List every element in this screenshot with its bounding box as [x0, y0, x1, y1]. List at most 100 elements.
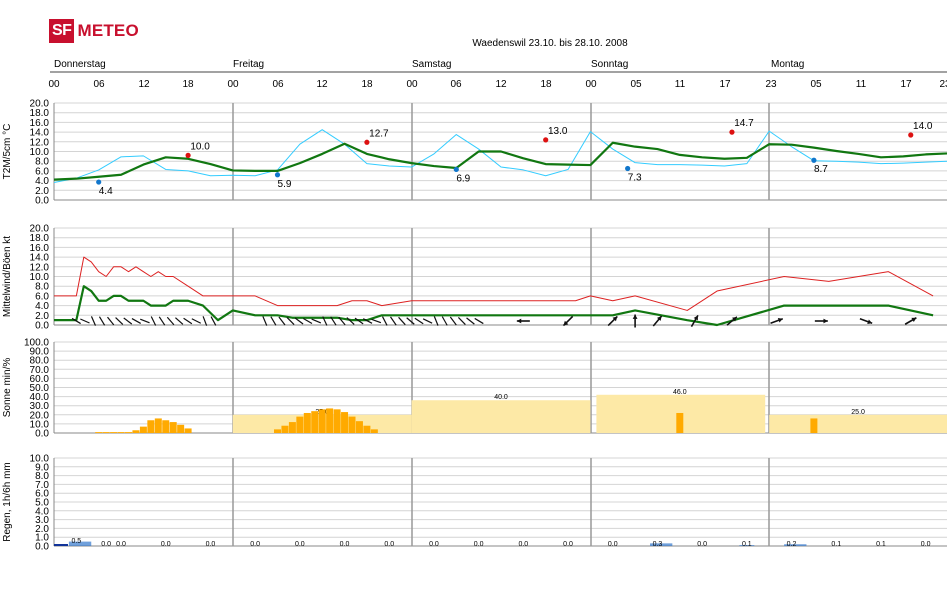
rain-value-label: 0.0	[161, 541, 171, 548]
wind-direction-mark	[166, 316, 175, 326]
hour-tick-label: 18	[540, 79, 552, 90]
hourly-sunshine-bar	[162, 420, 170, 433]
hourly-sunshine-bar	[333, 409, 341, 433]
wind-direction-mark	[414, 317, 424, 325]
y-tick-label: 12.0	[30, 262, 50, 273]
hourly-sunshine-bar	[318, 409, 326, 433]
chart-title: Waedenswil 23.10. bis 28.10. 2008	[472, 38, 628, 49]
y-tick-label: 10.0	[30, 272, 50, 283]
hourly-sunshine-bar	[139, 426, 147, 433]
min-temp-label: 4.4	[99, 186, 113, 197]
y-tick-label: 2.0	[35, 311, 49, 322]
wind-direction-mark	[433, 316, 439, 326]
wind-direction-mark	[262, 316, 268, 326]
rain-value-label: 0.0	[206, 541, 216, 548]
y-tick-label: 20.0	[30, 224, 50, 235]
hour-tick-label: 17	[719, 79, 731, 90]
y-tick-label: 14.0	[30, 128, 50, 139]
hourly-sunshine-bar	[102, 432, 110, 433]
hourly-sunshine-bar	[676, 412, 684, 433]
min-temp-label: 7.3	[628, 172, 642, 183]
wind-arrowhead	[563, 320, 569, 326]
rain-bar	[784, 544, 807, 546]
y-tick-label: 10.0	[30, 454, 50, 465]
max-temp-marker	[908, 132, 914, 138]
wind-direction-mark	[175, 317, 184, 325]
y-tick-label: 20.0	[30, 410, 50, 421]
wind-direction-mark	[115, 317, 124, 325]
min-temp-marker	[811, 157, 817, 163]
wind-direction-mark	[390, 316, 397, 326]
hour-tick-label: 06	[272, 79, 284, 90]
rain-value-label: 0.0	[921, 541, 931, 548]
logo-sf: SF	[49, 19, 75, 43]
y-tick-label: 6.0	[35, 489, 49, 500]
hour-tick-label: 11	[675, 79, 686, 90]
rain-value-label: 0.2	[787, 541, 797, 548]
min-temp-label: 6.9	[456, 173, 470, 184]
y-tick-label: 18.0	[30, 233, 50, 244]
y-axis-label: Mittelwind/Böen kt	[2, 236, 13, 317]
wind-direction-mark	[150, 316, 157, 326]
y-tick-label: 0.0	[35, 542, 49, 553]
wind-mean-line	[54, 285, 934, 327]
y-tick-label: 18.0	[30, 108, 50, 119]
hour-tick-label: 05	[630, 79, 642, 90]
hourly-sunshine-bar	[274, 429, 281, 433]
hourly-sunshine-bar	[326, 408, 334, 433]
wind-arrowhead	[693, 315, 698, 321]
hour-tick-label: 00	[585, 79, 597, 90]
y-tick-label: 100.0	[24, 338, 49, 349]
temperature-line	[53, 141, 947, 181]
y-tick-label: 0.0	[35, 321, 49, 332]
hourly-sunshine-bar	[132, 430, 140, 433]
daily-sunshine-label: 46.0	[673, 389, 687, 396]
y-tick-label: 1.0	[35, 533, 49, 544]
wind-arrowhead	[823, 318, 828, 324]
day-label: Samstag	[412, 59, 451, 70]
max-temp-marker	[185, 152, 191, 158]
wind-arrowhead	[867, 319, 873, 324]
wind-arrowhead	[632, 314, 638, 319]
rain-value-label: 0.0	[608, 541, 618, 548]
wind-direction-mark	[338, 316, 346, 326]
hourly-sunshine-bar	[95, 432, 103, 433]
wind-direction-mark	[202, 316, 208, 326]
hourly-sunshine-bar	[355, 421, 363, 433]
hourly-sunshine-bar	[110, 432, 118, 433]
hourly-sunshine-bar	[169, 422, 177, 433]
hour-tick-label: 12	[495, 79, 507, 90]
y-tick-label: 30.0	[30, 401, 50, 412]
rain-value-label: 0.0	[116, 541, 126, 548]
logo-meteo: METEO	[77, 21, 139, 40]
hourly-sunshine-bar	[117, 432, 125, 433]
wind-direction-mark	[131, 318, 141, 324]
sf-meteo-logo: SF METEO	[49, 18, 139, 44]
min-temp-label: 5.9	[278, 179, 292, 190]
wind-direction-mark	[441, 316, 448, 326]
y-tick-label: 3.0	[35, 515, 49, 526]
y-tick-label: 2.0	[35, 186, 49, 197]
wind-direction-mark	[294, 317, 304, 325]
hourly-sunshine-bar	[341, 412, 349, 433]
y-tick-label: 90.0	[30, 347, 50, 358]
y-tick-label: 4.0	[35, 301, 49, 312]
wind-direction-mark	[123, 317, 133, 325]
hourly-sunshine-bar	[147, 420, 155, 433]
wind-direction-mark	[286, 317, 295, 325]
rain-value-label: 0.1	[831, 541, 841, 548]
wind-arrowhead	[911, 317, 917, 323]
panel-2	[53, 227, 947, 326]
min-temp-marker	[453, 166, 459, 173]
y-tick-label: 20.0	[30, 99, 50, 110]
rain-value-label: 0.0	[384, 541, 394, 548]
wind-arrowhead	[777, 318, 783, 323]
wind-direction-mark	[107, 316, 115, 326]
y-tick-label: 14.0	[30, 253, 50, 264]
rain-value-label: 0.0	[563, 541, 573, 548]
y-axis-label: T2M/5cm °C	[2, 124, 13, 180]
hourly-sunshine-bar	[810, 418, 818, 433]
hour-tick-label: 00	[406, 79, 418, 90]
hourly-sunshine-bar	[370, 429, 378, 433]
y-axis-label: Regen, 1h/6h mm	[2, 462, 13, 542]
